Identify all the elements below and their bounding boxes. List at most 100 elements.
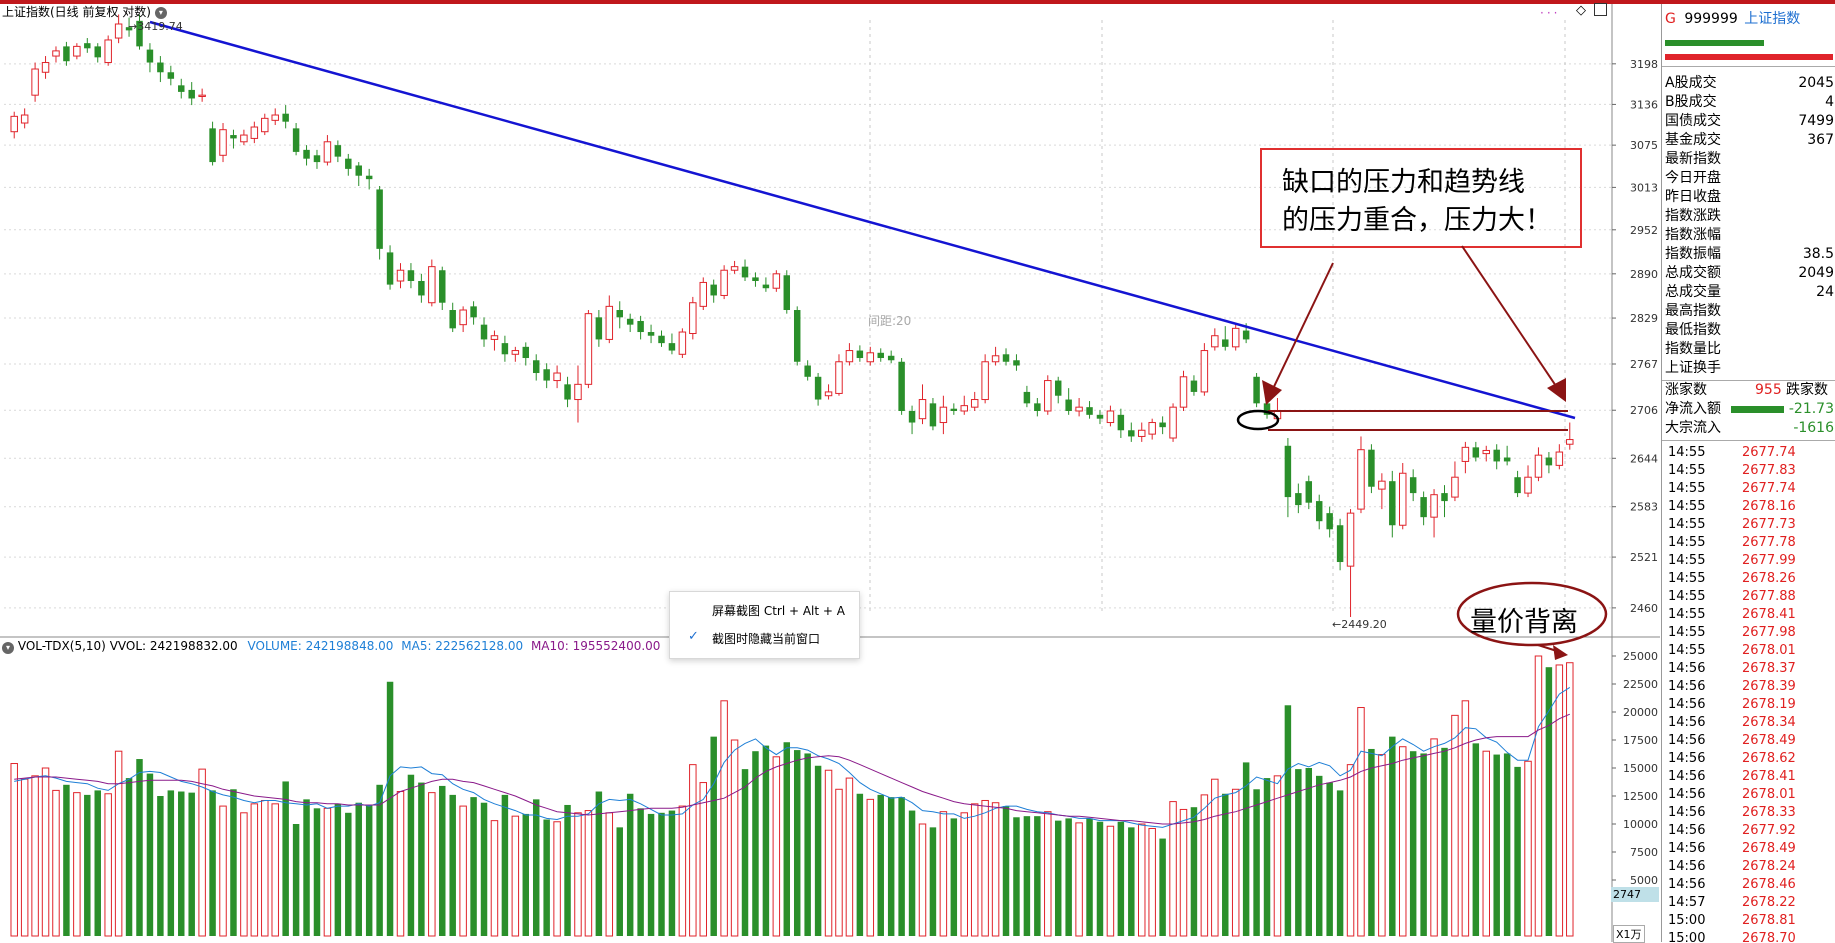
tick-row: 14:55 2677.99	[1662, 552, 1835, 570]
down-count-label: 跌家数	[1786, 382, 1828, 398]
candle-body-down	[564, 384, 571, 400]
candle-body-up	[1461, 446, 1470, 462]
candle-body-up	[991, 355, 1000, 363]
quote-row-value: 7499	[1798, 113, 1834, 129]
quote-row: 总成交额 2049	[1662, 264, 1835, 283]
candle-body-up	[1200, 350, 1209, 393]
candle-body-down	[1284, 445, 1292, 498]
tick-time: 14:55	[1668, 535, 1706, 550]
symbol-name[interactable]: 上证指数	[1744, 11, 1801, 27]
trend-line	[149, 20, 1576, 420]
volume-bar-down	[1190, 807, 1198, 936]
volume-bar-up	[1148, 827, 1156, 937]
tick-price: 2678.46	[1742, 877, 1796, 892]
candle-body-down	[950, 408, 958, 412]
candle-body-up	[1378, 480, 1386, 490]
quote-row-label: 最高指数	[1665, 303, 1721, 319]
quote-row-label: 最低指数	[1665, 322, 1721, 338]
volume-bar-down	[532, 799, 540, 936]
quote-row-value: 367	[1807, 132, 1834, 148]
candle-body-up	[31, 68, 39, 96]
volume-bar-up	[1534, 655, 1543, 937]
volume-bar-up	[1357, 707, 1365, 937]
candle-body-down	[501, 343, 509, 355]
tick-price: 2678.01	[1742, 643, 1796, 658]
candle-body-down	[1023, 391, 1031, 404]
tick-time: 14:55	[1668, 589, 1706, 604]
tick-row: 15:00 2678.81	[1662, 912, 1835, 930]
volume-bar-up	[1566, 662, 1574, 937]
volume-bar-down	[303, 799, 310, 936]
candle-body-up	[1555, 451, 1564, 466]
volume-bar-up	[1231, 788, 1240, 937]
candle-body-down	[1034, 403, 1041, 412]
menu-item-hide-window[interactable]: 截图时隐藏当前窗口	[712, 632, 821, 646]
volume-bar-down	[1503, 753, 1511, 936]
menu-item-screenshot[interactable]: 屏幕截图 Ctrl + Alt + A	[712, 604, 845, 618]
volume-ma5-line	[14, 686, 1571, 828]
up-down-count-row: 涨家数 955 跌家数	[1662, 380, 1835, 399]
candle-body-down	[355, 165, 362, 176]
quote-row: 指数量比	[1662, 340, 1835, 359]
volume-bar-up	[271, 803, 279, 937]
volume-bar-up	[1179, 808, 1188, 937]
tick-row: 14:56 2678.24	[1662, 858, 1835, 876]
candle-body-up	[835, 361, 843, 394]
volume-bar-down	[94, 790, 101, 936]
candle-body-down	[898, 361, 905, 412]
candle-body-up	[198, 94, 206, 97]
candle-body-down	[480, 324, 488, 340]
candle-body-down	[877, 352, 884, 359]
candle-body-up	[1482, 449, 1490, 455]
more-dots-icon[interactable]: ···	[1540, 6, 1561, 20]
volume-bar-down	[1013, 817, 1020, 936]
diamond-icon[interactable]: ◇	[1576, 3, 1586, 18]
quote-row-label: 指数量比	[1665, 341, 1721, 357]
tick-row: 14:55 2677.74	[1662, 480, 1835, 498]
context-menu: 屏幕截图 Ctrl + Alt + A ✓ 截图时隐藏当前窗口	[669, 591, 860, 659]
volume-bar-down	[1295, 769, 1302, 936]
tick-price: 2677.98	[1742, 625, 1796, 640]
volume-bar-down	[334, 803, 342, 936]
tick-row: 14:56 2678.49	[1662, 840, 1835, 858]
kline-chart[interactable]: 3198 3136 3075 3013 2952 2890 2829 2767 2706 2644…	[0, 0, 1660, 942]
volume-dropdown-icon[interactable]: ▾	[2, 642, 14, 654]
quote-row: 指数涨幅	[1662, 226, 1835, 245]
volume-bar-up	[459, 805, 467, 937]
volume-bar-up	[845, 777, 854, 937]
volume-indicator-name: VOL-TDX(5,10)	[17, 639, 106, 653]
tick-time: 14:55	[1668, 481, 1706, 496]
tick-time: 14:56	[1668, 823, 1706, 838]
volume-bar-up	[261, 799, 269, 937]
volume-bar-down	[1493, 754, 1500, 936]
volume-bar-down	[209, 790, 216, 936]
restore-icon[interactable]	[1594, 3, 1607, 16]
candle-body-down	[1493, 449, 1500, 462]
tick-time: 14:56	[1668, 697, 1706, 712]
tick-time: 14:56	[1668, 859, 1706, 874]
tick-price: 2677.92	[1742, 823, 1796, 838]
tick-time: 15:00	[1668, 913, 1706, 928]
volume-bar-up	[1075, 822, 1083, 937]
title-dropdown-icon[interactable]: ▾	[154, 6, 167, 19]
price-tick-label: 2644	[1630, 452, 1658, 465]
tick-row: 15:00 2678.70	[1662, 930, 1835, 942]
volume-bar-up	[991, 802, 1000, 937]
tick-row: 14:56 2678.01	[1662, 786, 1835, 804]
price-tick-label: 2829	[1630, 312, 1658, 325]
tick-time: 14:56	[1668, 661, 1706, 676]
candle-body-up	[1211, 335, 1219, 348]
volume-bar-down	[292, 824, 300, 936]
candle-body-up	[271, 114, 279, 121]
volume-bar-up	[1169, 801, 1177, 937]
candle-body-down	[752, 277, 759, 282]
volume-bar-down	[626, 793, 634, 936]
volume-bar-down	[595, 791, 603, 936]
tick-price: 2678.22	[1742, 895, 1796, 910]
quote-row-value: 2049	[1798, 265, 1834, 281]
volume-bar-up	[20, 778, 29, 937]
quote-panel: G 999999 上证指数 A股成交 2045 B股成交 4 国债成交 7499 基金成交 3…	[1661, 4, 1835, 942]
volume-bar-down	[1054, 820, 1062, 936]
tick-row: 14:56 2678.46	[1662, 876, 1835, 894]
candle-body-up	[584, 313, 593, 385]
